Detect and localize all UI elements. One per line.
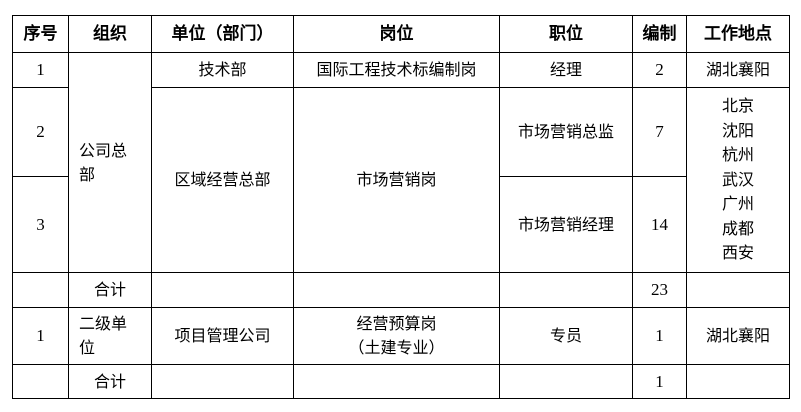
cell-post: 市场营销岗	[293, 87, 500, 273]
subtotal-count: 23	[632, 272, 687, 308]
recruitment-table: 序号 组织 单位（部门） 岗位 职位 编制 工作地点 1 公司总部 技术部 国际…	[12, 15, 790, 399]
table-row: 1 二级单位 项目管理公司 经营预算岗 （土建专业） 专员 1 湖北襄阳	[12, 307, 790, 365]
cell-post: 国际工程技术标编制岗	[293, 52, 500, 88]
subtotal-row: 合计 23	[12, 272, 790, 308]
header-unit: 单位（部门）	[151, 15, 294, 53]
empty-cell	[686, 272, 790, 308]
header-org: 组织	[68, 15, 152, 53]
org-text: 公司总部	[79, 140, 128, 184]
cell-position: 经理	[499, 52, 633, 88]
header-position: 职位	[499, 15, 633, 53]
empty-cell	[151, 364, 294, 399]
cell-no: 1	[12, 52, 69, 88]
cell-post: 经营预算岗 （土建专业）	[293, 307, 500, 365]
table-row: 1 公司总部 技术部 国际工程技术标编制岗 经理 2 湖北襄阳	[12, 52, 790, 273]
table-row: 3 市场营销经理 14	[12, 176, 790, 273]
subtotal-row: 合计 1	[12, 364, 790, 399]
cell-count: 1	[632, 307, 687, 365]
cell-position: 市场营销经理	[499, 176, 633, 273]
cell-no: 3	[12, 176, 69, 273]
org-text: 二级单位	[79, 314, 128, 357]
cell-location: 湖北襄阳	[686, 307, 790, 365]
subtotal-label: 合计	[68, 364, 152, 399]
empty-cell	[12, 272, 69, 308]
cell-unit: 区域经营总部	[151, 87, 294, 273]
cell-org: 二级单位	[68, 307, 152, 365]
header-row: 序号 组织 单位（部门） 岗位 职位 编制 工作地点	[12, 15, 790, 53]
header-no: 序号	[12, 15, 69, 53]
empty-cell	[686, 364, 790, 399]
cell-unit: 技术部	[151, 52, 294, 88]
empty-cell	[499, 364, 633, 399]
empty-cell	[151, 272, 294, 308]
cell-position: 专员	[499, 307, 633, 365]
header-count: 编制	[632, 15, 687, 53]
empty-cell	[293, 272, 500, 308]
post-note: （土建专业）	[348, 338, 445, 357]
cell-location: 湖北襄阳	[686, 52, 790, 88]
table-row: 2 区域经营总部 市场营销岗 市场营销总监 7 北京 沈阳 杭州 武汉 广州 成…	[12, 87, 790, 273]
post-text: 经营预算岗	[356, 314, 437, 333]
cell-no: 2	[12, 87, 69, 177]
subtotal-label: 合计	[68, 272, 152, 308]
cell-count: 14	[632, 176, 687, 273]
cell-unit: 项目管理公司	[151, 307, 294, 365]
cell-org: 公司总部	[68, 52, 152, 273]
cell-no: 1	[12, 307, 69, 365]
empty-cell	[12, 364, 69, 399]
empty-cell	[499, 272, 633, 308]
header-location: 工作地点	[686, 15, 790, 53]
cell-count: 2	[632, 52, 687, 88]
header-post: 岗位	[293, 15, 500, 53]
cell-count: 7	[632, 87, 687, 177]
empty-cell	[293, 364, 500, 399]
subtotal-count: 1	[632, 364, 687, 399]
cell-location: 北京 沈阳 杭州 武汉 广州 成都 西安	[686, 87, 790, 273]
cell-position: 市场营销总监	[499, 87, 633, 177]
